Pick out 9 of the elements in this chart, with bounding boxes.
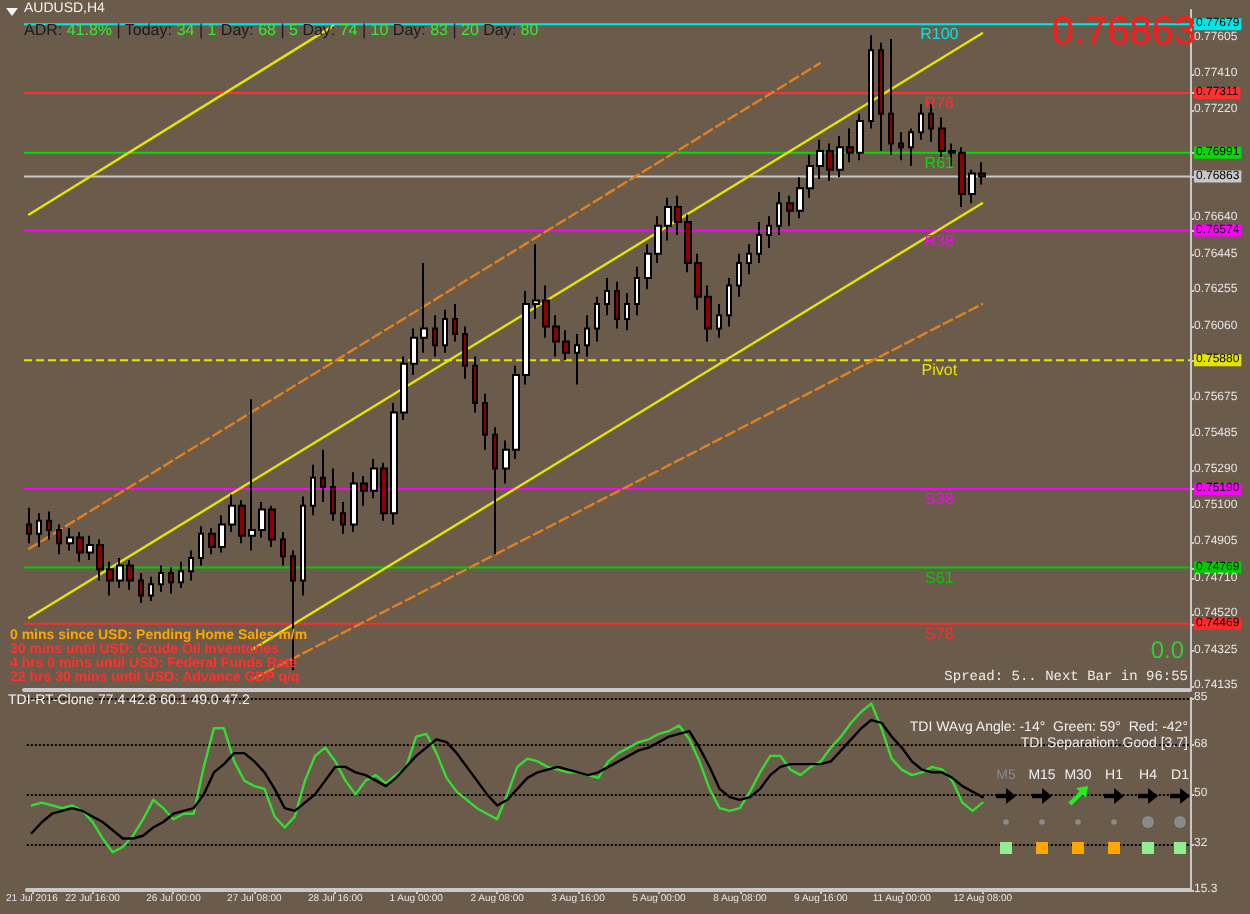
ref-line-label: S61 — [925, 568, 955, 587]
ref-line-label: S78 — [925, 624, 955, 643]
ref-line-label: R100 — [920, 25, 960, 44]
ref-line-label: Pivot — [921, 361, 959, 380]
ref-line-label: S38 — [925, 489, 955, 508]
annotation: 0.0 — [1150, 636, 1185, 664]
ref-line-label: R38 — [924, 231, 956, 250]
ref-line-label: R78 — [924, 93, 956, 112]
ref-line-label: R61 — [924, 153, 956, 172]
